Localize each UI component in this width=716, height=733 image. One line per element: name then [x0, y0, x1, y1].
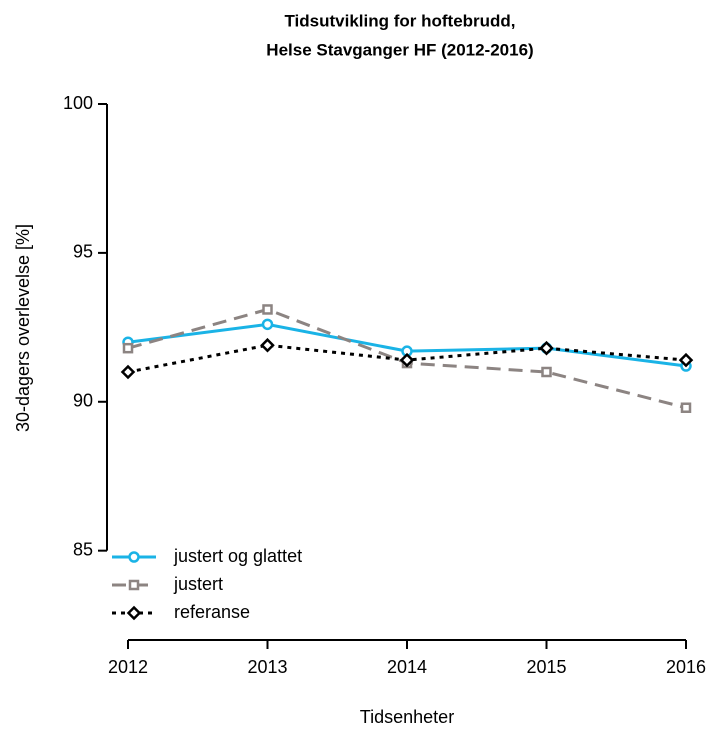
- point: [261, 318, 274, 331]
- x-axis-label: Tidsenheter: [360, 707, 454, 727]
- y-tick-label: 85: [73, 539, 93, 559]
- legend-marker: [128, 579, 140, 591]
- point: [260, 337, 275, 353]
- point: [678, 352, 694, 368]
- y-tick-label: 90: [73, 391, 93, 411]
- chart-title: Helse Stavganger HF (2012-2016): [266, 40, 533, 59]
- x-tick-label: 2016: [666, 657, 706, 677]
- y-tick-label: 95: [73, 242, 93, 262]
- x-tick-label: 2014: [387, 657, 427, 677]
- y-axis-label: 30-dagers overlevelse [%]: [13, 224, 33, 432]
- point: [122, 342, 134, 354]
- legend-marker: [126, 605, 142, 621]
- point: [541, 366, 552, 378]
- y-tick-label: 100: [63, 93, 93, 113]
- x-tick-label: 2012: [108, 657, 148, 677]
- point: [262, 304, 273, 315]
- legend-marker: [128, 551, 140, 563]
- legend-label: referanse: [174, 602, 250, 622]
- legend-label: justert: [173, 574, 223, 594]
- point: [120, 364, 136, 380]
- chart-title: Tidsutvikling for hoftebrudd,: [284, 11, 515, 30]
- point: [680, 402, 692, 413]
- x-tick-label: 2015: [526, 657, 566, 677]
- legend-label: justert og glattet: [173, 546, 302, 566]
- point: [399, 352, 415, 368]
- point: [539, 340, 554, 356]
- x-tick-label: 2013: [247, 657, 287, 677]
